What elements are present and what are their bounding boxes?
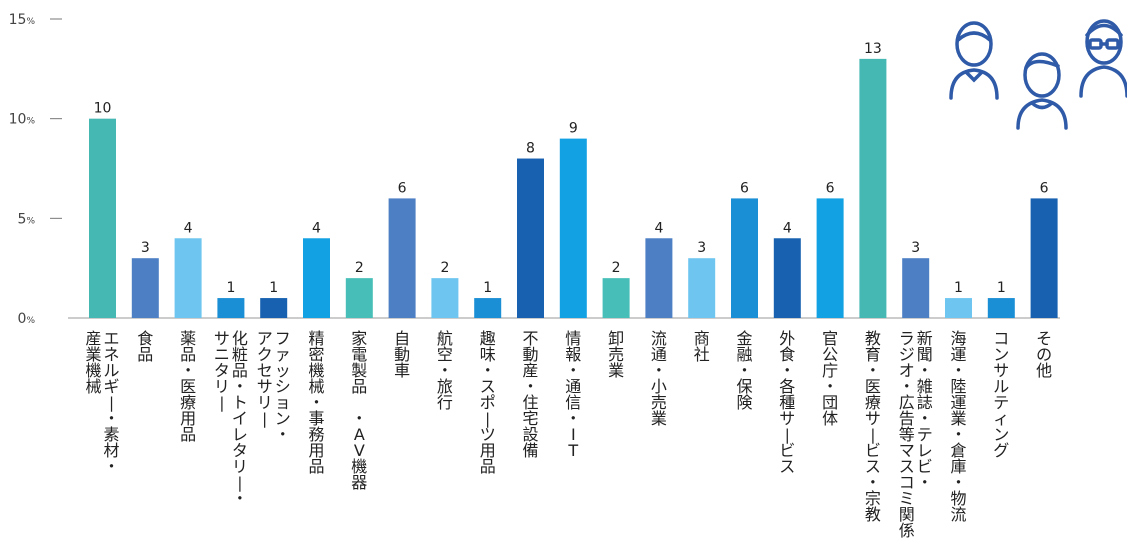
x-category-label: 卸売業 [608, 329, 624, 380]
bar-value-label: 3 [141, 240, 150, 256]
person-icon [1016, 52, 1068, 130]
y-tick-label: 15% [9, 12, 36, 28]
bar [559, 138, 587, 318]
x-category-label: 産業機械 [85, 329, 101, 396]
bar [1030, 198, 1058, 318]
bar [945, 298, 972, 318]
x-category-label: 流通・小売業 [651, 329, 667, 428]
x-category-label: 海運・陸運業・倉庫・物流 [950, 329, 966, 524]
bar [217, 298, 245, 318]
bar-value-label: 4 [654, 220, 663, 236]
bar-value-label: 1 [226, 280, 235, 296]
x-category-label: 精密機械・事務用品 [308, 329, 324, 476]
bar [260, 298, 288, 318]
bar [731, 198, 758, 318]
bar [431, 278, 459, 318]
bar [388, 198, 416, 318]
bar [345, 278, 373, 318]
bar [859, 58, 887, 318]
bar [303, 238, 330, 318]
x-category-label: エネルギ|・素材・ [103, 329, 119, 476]
x-category-label: 不動産・住宅設備 [522, 329, 538, 460]
y-tick-label: 5% [18, 211, 36, 227]
bar-value-label: 10 [94, 101, 112, 117]
bar-value-label: 2 [612, 260, 621, 276]
person-icon [949, 21, 999, 100]
bar [816, 198, 844, 318]
bar [174, 238, 202, 318]
bar [987, 298, 1015, 318]
x-category-label: アクセサリ| [257, 329, 273, 428]
bar [517, 158, 544, 318]
bar-value-label: 6 [826, 180, 835, 196]
x-category-label: 情報・通信・ I T [565, 329, 581, 460]
bar [902, 258, 930, 318]
y-axis: 0% 5% 10% 15% [9, 12, 62, 327]
x-category-label: 薬品・医療用品 [180, 329, 196, 444]
bar-value-label: 1 [269, 280, 278, 296]
bar [474, 298, 502, 318]
bar-value-label: 1 [483, 280, 492, 296]
bar-value-label: 8 [526, 141, 535, 157]
bar-value-label: 2 [355, 260, 364, 276]
bar-value-label: 6 [398, 180, 407, 196]
x-category-label: 化粧品・トイレタリ|・ [232, 329, 248, 508]
bar-value-label: 6 [1040, 180, 1049, 196]
person-with-glasses-icon [1079, 19, 1127, 98]
x-category-label: 外食・各種サ|ビス [779, 329, 795, 476]
x-category-label: 官公庁・団体 [822, 329, 838, 428]
bar-value-label: 9 [569, 121, 578, 137]
x-category-label: その他 [1036, 329, 1052, 380]
x-category-label: 金融・保険 [736, 329, 752, 412]
bar-value-label: 4 [184, 220, 193, 236]
y-tick-label: 0% [18, 311, 36, 327]
bar [773, 238, 801, 318]
x-category-label: サニタリ| [214, 329, 230, 412]
x-category-label: 航空・旅行 [437, 329, 453, 412]
bar-value-label: 6 [740, 180, 749, 196]
bar-value-label: 3 [911, 240, 920, 256]
bar [89, 118, 116, 319]
x-category-label: 自動車 [394, 329, 410, 380]
bar-value-label: 4 [783, 220, 792, 236]
y-tick-label: 10% [9, 112, 36, 128]
bar [131, 258, 159, 318]
x-category-label: 新聞・雑誌・テレビ・ [917, 329, 933, 492]
x-category-label: 食品 [137, 329, 153, 364]
x-category-label: 教育・医療サ|ビス・宗教 [865, 329, 881, 524]
bars: 10 エネルギ|・素材・産業機械 3 食品 4 薬品・医療用品 1 化粧品・トイレタリ|・サニ… [85, 41, 1058, 540]
people-icon [949, 19, 1127, 130]
x-category-label: ラジオ・広告等マスコミ関係 [899, 329, 915, 540]
bar-value-label: 13 [864, 41, 882, 57]
bar [645, 238, 673, 318]
bar-value-label: 4 [312, 220, 321, 236]
bar-value-label: 2 [440, 260, 449, 276]
x-category-label: 商社 [694, 329, 710, 364]
x-category-label: 家電製品 ・ A V 機器 [351, 329, 367, 492]
x-category-label: ファッション・ [275, 329, 291, 444]
x-category-label: コンサルティング [993, 329, 1009, 460]
bar [602, 278, 630, 318]
bar-value-label: 1 [954, 280, 963, 296]
x-category-label: 趣味・スポ|ツ用品 [480, 329, 496, 476]
bar-value-label: 1 [997, 280, 1006, 296]
bar-value-label: 3 [697, 240, 706, 256]
bar [688, 258, 716, 318]
